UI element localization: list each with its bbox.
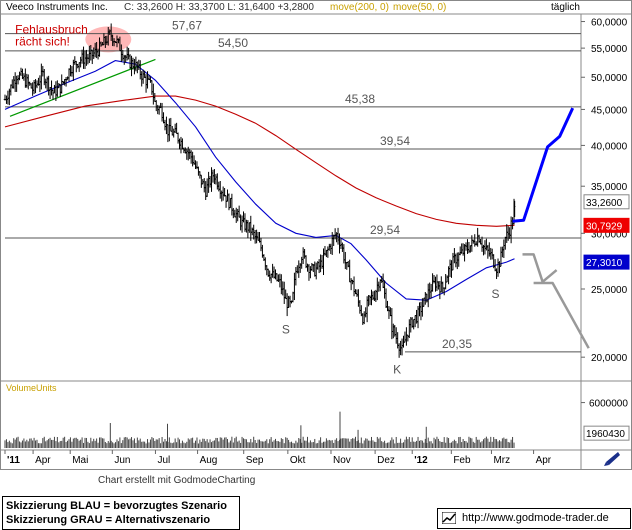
y-tick-label: 30,0000 <box>591 229 628 240</box>
y-tick-label: 40,0000 <box>591 141 628 152</box>
price-badge-label: 27,3010 <box>586 258 623 269</box>
volume-tick-label: 6000000 <box>589 399 628 410</box>
x-tick-label: Mrz <box>493 455 510 466</box>
level-label: 57,67 <box>172 19 202 33</box>
level-label: 45,38 <box>345 92 375 106</box>
y-tick-label: 25,0000 <box>591 285 628 296</box>
legend-gray-scenario: Skizzierung GRAU = Alternativszenario <box>6 514 211 526</box>
ma200-line <box>4 95 515 227</box>
header-ma200-label: move(200, 0) <box>330 2 389 13</box>
pattern-annotation: S <box>282 322 290 336</box>
level-label: 20,35 <box>442 337 472 351</box>
gray-scenario-path <box>522 253 558 284</box>
x-tick-label: Feb <box>453 455 471 466</box>
breakout-annotation: rächt sich! <box>15 35 70 49</box>
x-tick-label: Mai <box>72 455 88 466</box>
period-label: täglich <box>551 2 580 13</box>
price-badge-label: 30,7929 <box>586 221 623 232</box>
gray-scenario-path <box>533 281 590 349</box>
pattern-annotation: S <box>491 287 499 301</box>
y-tick-label: 35,0000 <box>591 182 628 193</box>
website-credit[interactable]: http://www.godmode-trader.de <box>437 508 631 529</box>
y-tick-label: 60,0000 <box>591 18 628 29</box>
x-tick-label: Apr <box>536 455 552 466</box>
x-tick-label: Sep <box>246 455 264 466</box>
level-label: 39,54 <box>380 134 410 148</box>
price-badge-label: 33,2600 <box>586 198 623 209</box>
x-tick-label: Apr <box>35 455 51 466</box>
price-badge <box>583 254 630 270</box>
x-tick-label: Jul <box>157 455 170 466</box>
godmode-logo-icon <box>442 512 456 524</box>
quote-readout: C: 33,2600 H: 33,3700 L: 31,6400 +3,2800 <box>124 2 314 13</box>
x-tick-label: Dez <box>377 455 395 466</box>
header-ma50-label: move(50, 0) <box>393 2 446 13</box>
level-label: 54,50 <box>218 36 248 50</box>
x-tick-label: Jun <box>114 455 130 466</box>
pencil-tip <box>604 462 609 466</box>
blue-scenario-path <box>512 107 575 223</box>
pattern-annotation: K <box>393 363 401 377</box>
y-tick-label: 20,0000 <box>591 353 628 364</box>
x-tick-label: Aug <box>200 455 218 466</box>
y-tick-label: 45,0000 <box>591 105 628 116</box>
price-badge <box>583 217 630 233</box>
volume-badge-label: 1960430 <box>586 429 625 440</box>
level-label: 29,54 <box>370 223 400 237</box>
legend-blue-scenario: Skizzierung BLAU = bevorzugtes Szenario <box>6 500 227 512</box>
volume-label: VolumeUnits <box>6 383 57 393</box>
chart-title: Veeco Instruments Inc. <box>6 2 108 13</box>
x-tick-label: '11 <box>7 455 20 466</box>
price-badge <box>583 194 630 210</box>
breakout-annotation: Fehlausbruch <box>15 22 88 36</box>
y-tick-label: 50,0000 <box>591 73 628 84</box>
volume-badge <box>583 425 630 441</box>
draw-tool-icon <box>604 452 620 466</box>
x-tick-label: '12 <box>414 455 428 466</box>
chart-credit-note: Chart erstellt mit GodmodeCharting <box>98 475 256 486</box>
x-tick-label: Okt <box>290 455 306 466</box>
x-tick-label: Nov <box>333 455 351 466</box>
scenario-legend: Skizzierung BLAU = bevorzugtes Szenario … <box>2 496 240 530</box>
pencil-body <box>606 452 620 465</box>
website-url[interactable]: http://www.godmode-trader.de <box>462 512 609 524</box>
y-tick-label: 55,0000 <box>591 44 628 55</box>
